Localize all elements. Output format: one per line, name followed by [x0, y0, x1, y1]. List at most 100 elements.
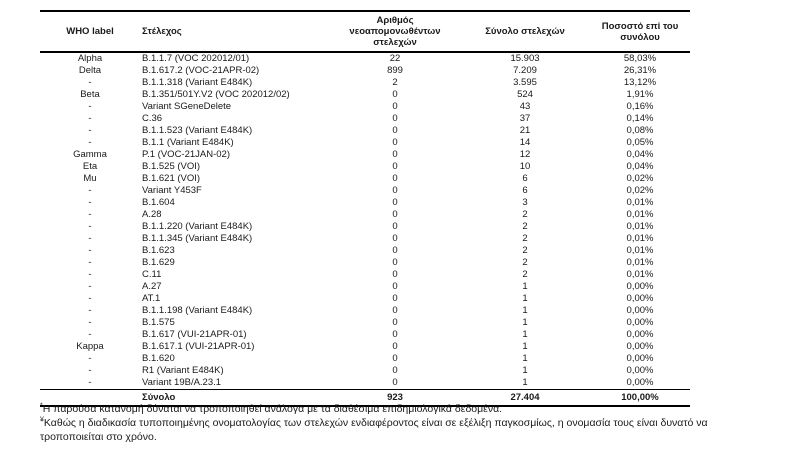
- table-cell-pct: 0,00%: [626, 365, 654, 376]
- table-cell-new: 2: [392, 77, 398, 88]
- table-cell-total: 1: [522, 353, 528, 364]
- table-cell-who: -: [88, 113, 92, 124]
- table-row: Mu B.1.621 (VOI) 0 6 0,02%: [40, 173, 690, 185]
- table-cell-who: -: [88, 209, 92, 220]
- table-cell-new: 0: [392, 125, 398, 136]
- variant-distribution-table: WHO label Στέλεχος Αριθμός νεοαπομονωθέν…: [40, 10, 690, 407]
- table-cell-strain: B.1.1.523 (Variant E484K): [142, 125, 253, 136]
- footnote-marker-yen: ¥: [40, 416, 44, 424]
- footnote-marker-asterisk: *: [40, 402, 43, 410]
- table-cell-who: -: [88, 257, 92, 268]
- table-header: WHO label Στέλεχος Αριθμός νεοαπομονωθέν…: [40, 10, 690, 53]
- table-row: - Variant Y453F 0 6 0,02%: [40, 185, 690, 197]
- table-cell-who: -: [88, 185, 92, 196]
- table-cell-pct: 26,31%: [623, 65, 657, 76]
- total-row: Σύνολο 923 27.404 100,00%: [40, 389, 690, 407]
- table-cell-new: 0: [392, 257, 398, 268]
- table-cell-new: 0: [392, 137, 398, 148]
- table-cell-who: -: [88, 281, 92, 292]
- table-cell-new: 0: [392, 353, 398, 364]
- table-cell-strain: R1 (Variant E484K): [142, 365, 224, 376]
- table-cell-total: 1: [522, 305, 528, 316]
- table-cell-who: -: [88, 125, 92, 136]
- table-cell-new: 0: [392, 89, 398, 100]
- table-cell-total: 14: [519, 137, 531, 148]
- table-cell-who: -: [88, 353, 92, 364]
- table-row: - Variant SGeneDelete 0 43 0,16%: [40, 101, 690, 113]
- table-cell-strain: B.1.617.1 (VUI-21APR-01): [142, 341, 255, 352]
- table-cell-who: -: [88, 221, 92, 232]
- table-row: - B.1.604 0 3 0,01%: [40, 197, 690, 209]
- table-cell-who: -: [88, 245, 92, 256]
- table-row: Delta B.1.617.2 (VOC-21APR-02) 899 7.209 26,…: [40, 65, 690, 77]
- table-cell-strain: Variant SGeneDelete: [142, 101, 232, 112]
- table-cell-pct: 0,00%: [626, 353, 654, 364]
- table-cell-pct: 0,00%: [626, 341, 654, 352]
- table-cell-total: 37: [519, 113, 531, 124]
- table-cell-total: 1: [522, 317, 528, 328]
- table-cell-new: 0: [392, 173, 398, 184]
- table-cell-who: Beta: [80, 89, 100, 100]
- table-cell-pct: 0,00%: [626, 329, 654, 340]
- table-cell-new: 0: [392, 341, 398, 352]
- table-cell-total: 7.209: [513, 65, 537, 76]
- footnote-text: Η παρούσα κατανομή δύναται να τροποποιηθ…: [42, 403, 503, 415]
- table-cell-new: 0: [392, 209, 398, 220]
- table-cell-pct: 0,01%: [626, 209, 654, 220]
- table-cell-total: 2: [522, 233, 528, 244]
- table-cell-total: 2: [522, 257, 528, 268]
- table-cell-pct: 0,04%: [626, 149, 654, 160]
- table-cell-pct: 58,03%: [623, 53, 657, 64]
- table-cell-pct: 0,01%: [626, 245, 654, 256]
- header-row: WHO label Στέλεχος Αριθμός νεοαπομονωθέν…: [40, 10, 690, 53]
- col-header-total-strains: Σύνολο στελεχών: [460, 10, 590, 53]
- table-cell-pct: 0,01%: [626, 257, 654, 268]
- table-cell-who: Kappa: [76, 341, 104, 352]
- table-cell-strain: B.1.351/501Y.V2 (VOC 202012/02): [142, 89, 290, 100]
- total-strains: 27.404: [460, 389, 590, 407]
- table-body: Alpha B.1.1.7 (VOC 202012/01) 22 15.903 58,0…: [40, 52, 690, 390]
- table-row: - A.27 0 1 0,00%: [40, 281, 690, 293]
- table-cell-total: 1: [522, 341, 528, 352]
- table-row: - B.1.620 0 1 0,00%: [40, 353, 690, 365]
- table-cell-new: 0: [392, 197, 398, 208]
- table-cell-strain: Variant 19B/A.23.1: [142, 377, 222, 388]
- table-cell-new: 0: [392, 293, 398, 304]
- table-cell-new: 0: [392, 149, 398, 160]
- table-cell-total: 1: [522, 293, 528, 304]
- table-cell-who: Mu: [83, 173, 97, 184]
- table-cell-strain: B.1.1.345 (Variant E484K): [142, 233, 253, 244]
- table-cell-total: 6: [522, 185, 528, 196]
- table-cell-new: 0: [392, 185, 398, 196]
- table-cell-total: 43: [519, 101, 531, 112]
- table-cell-pct: 0,14%: [626, 113, 654, 124]
- table-cell-strain: B.1.525 (VOI): [142, 161, 201, 172]
- table-cell-strain: B.1.629: [142, 257, 175, 268]
- table-cell-strain: B.1.604: [142, 197, 175, 208]
- table-cell-total: 6: [522, 173, 528, 184]
- table-row: - B.1.617 (VUI-21APR-01) 0 1 0,00%: [40, 329, 690, 341]
- table-cell-pct: 0,16%: [626, 101, 654, 112]
- table-row: - B.1.1.345 (Variant E484K) 0 2 0,01%: [40, 233, 690, 245]
- table-cell-who: Eta: [82, 161, 98, 172]
- table-cell-new: 0: [392, 377, 398, 388]
- table-cell-new: 0: [392, 281, 398, 292]
- table-cell-total: 2: [522, 245, 528, 256]
- table-row: - C.11 0 2 0,01%: [40, 269, 690, 281]
- total-who-cell: [40, 389, 140, 407]
- table-row: - B.1.623 0 2 0,01%: [40, 245, 690, 257]
- table-row: Kappa B.1.617.1 (VUI-21APR-01) 0 1 0,00%: [40, 341, 690, 353]
- table-row: Eta B.1.525 (VOI) 0 10 0,04%: [40, 161, 690, 173]
- table-cell-strain: A.28: [142, 209, 162, 220]
- col-header-strain: Στέλεχος: [140, 10, 330, 53]
- table-row: Beta B.1.351/501Y.V2 (VOC 202012/02) 0 524 1…: [40, 89, 690, 101]
- footnote-distribution: *Η παρούσα κατανομή δύναται να τροποποιη…: [40, 402, 708, 416]
- table-cell-total: 21: [519, 125, 531, 136]
- table-cell-pct: 0,00%: [626, 293, 654, 304]
- table-row: - B.1.1.220 (Variant E484K) 0 2 0,01%: [40, 221, 690, 233]
- table-cell-who: Delta: [78, 65, 102, 76]
- table-cell-strain: B.1.617.2 (VOC-21APR-02): [142, 65, 260, 76]
- col-header-new-isolates: Αριθμός νεοαπομονωθέντων στελεχών: [330, 10, 460, 53]
- table-cell-total: 15.903: [510, 53, 540, 64]
